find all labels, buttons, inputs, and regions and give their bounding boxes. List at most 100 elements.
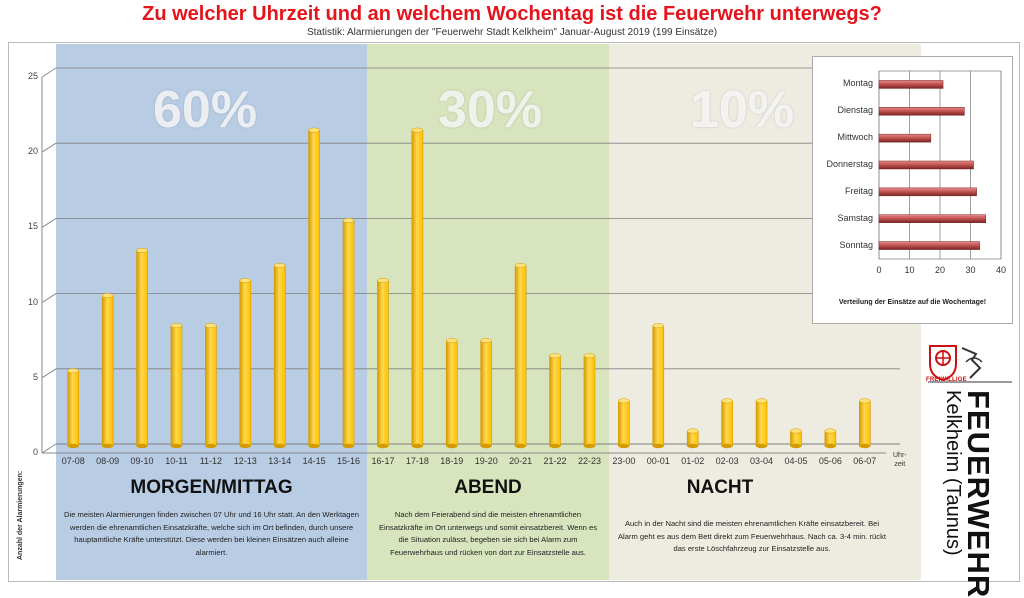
bar-20-21 [514, 265, 527, 447]
x-tick-label: 06-07 [853, 456, 877, 466]
bar-10-11 [170, 325, 183, 447]
logo-small-text: FREIWILLIGE [926, 377, 967, 383]
x-tick-label: 21-22 [543, 456, 567, 466]
bar-17-18 [411, 129, 424, 447]
bar-top-14-15 [308, 127, 320, 133]
weekday-label: Sonntag [839, 239, 873, 250]
coat-of-arms-icon [928, 345, 1012, 383]
x-tick-label: 17-18 [405, 456, 429, 466]
bar-base-19-20 [480, 443, 492, 449]
x-tick-label: 22-23 [577, 456, 601, 466]
bar-11-12 [205, 325, 217, 447]
weekday-bar-Samstag [878, 214, 986, 223]
x-tick-label: 07-08 [61, 456, 85, 466]
bar-base-11-12 [205, 443, 217, 449]
bar-base-12-13 [239, 443, 251, 449]
bar-base-13-14 [274, 443, 286, 449]
x-tick-label: 23-00 [612, 456, 636, 466]
bar-12-13 [239, 280, 252, 447]
bar-00-01 [652, 325, 665, 447]
bar-top-06-07 [859, 398, 871, 404]
logo-word-kelkheim: Kelkheim (Taunus) [942, 390, 964, 556]
bar-21-22 [549, 355, 561, 447]
bar-06-07 [858, 400, 871, 447]
bar-base-21-22 [549, 443, 561, 449]
x-tick-label: 02-03 [715, 456, 739, 466]
bar-base-05-06 [824, 443, 836, 449]
fire-brigade-logo: FEUERWEHR Kelkheim (Taunus) [922, 340, 1018, 598]
bar-top-04-05 [790, 428, 802, 434]
bar-02-03 [721, 400, 733, 447]
bar-top-13-14 [273, 263, 286, 268]
main-bar-chart [41, 67, 900, 454]
x-tick-label: 14-15 [302, 456, 326, 466]
section-text-night: Auch in der Nacht sind die meisten ehren… [617, 519, 886, 553]
y-tick-label: 5 [32, 371, 38, 382]
bar-top-15-16 [342, 217, 355, 223]
bar-base-18-19 [446, 443, 458, 449]
x-tick-label: 19-20 [474, 456, 498, 466]
section-title-morning: MORGEN/MITTAG [130, 477, 293, 498]
weekday-x-tick: 0 [876, 265, 882, 275]
bar-top-03-04 [755, 398, 768, 404]
x-tick-label: 04-05 [784, 456, 808, 466]
bar-19-20 [480, 340, 493, 447]
gridline-diag [41, 217, 57, 228]
section-title-evening: ABEND [454, 477, 522, 498]
chart-subtitle: Statistik: Alarmierungen der "Feuerwehr … [306, 27, 718, 38]
gridline-diag [41, 142, 57, 153]
section-text-morning: Die meisten Alarmierungen finden zwische… [64, 510, 359, 557]
gridline-diag [41, 443, 57, 454]
y-tick-label: 15 [27, 221, 38, 232]
bar-15-16 [342, 220, 355, 447]
y-tick-label: 20 [27, 146, 38, 157]
bar-08-09 [101, 295, 114, 447]
bar-base-07-08 [67, 443, 79, 449]
chart-title: Zu welcher Uhrzeit und an welchem Wochen… [142, 3, 882, 25]
section-text-evening: Nach dem Feierabend sind die meisten ehr… [378, 510, 598, 557]
bar-base-22-23 [583, 443, 595, 449]
bar-top-19-20 [480, 338, 492, 344]
x-tick-label: 08-09 [96, 456, 120, 466]
bar-base-17-18 [411, 443, 423, 449]
bar-base-16-17 [377, 443, 389, 449]
gridline-diag [41, 293, 57, 304]
bar-base-14-15 [308, 443, 320, 449]
percent-evening: 30% [438, 81, 543, 139]
bar-top-22-23 [583, 353, 596, 359]
bar-base-01-02 [687, 443, 699, 449]
y-tick-label: 0 [32, 447, 38, 457]
bar-22-23 [583, 355, 596, 447]
weekday-bar-Sonntag [878, 241, 980, 250]
weekday-bars [878, 70, 1002, 260]
y-tick-label: 25 [27, 71, 38, 81]
bar-base-02-03 [721, 443, 733, 449]
bar-base-20-21 [515, 443, 527, 449]
bar-top-17-18 [411, 127, 424, 133]
bar-top-05-06 [824, 428, 837, 434]
weekday-bar-Montag [878, 80, 944, 89]
bar-13-14 [273, 265, 286, 447]
weekday-x-tick: 30 [965, 265, 976, 275]
bar-top-09-10 [136, 248, 148, 253]
x-tick-label: 20-21 [509, 456, 533, 466]
x-tick-label: 10-11 [165, 456, 188, 466]
bar-top-21-22 [549, 353, 561, 359]
x-tick-label: 16-17 [371, 456, 395, 466]
bar-top-18-19 [446, 338, 458, 344]
x-tick-label: 03-04 [750, 456, 774, 466]
bar-base-06-07 [859, 443, 871, 449]
bar-23-00 [618, 400, 630, 447]
percent-morning: 60% [153, 81, 258, 139]
bar-base-15-16 [343, 443, 355, 449]
bar-top-11-12 [205, 323, 217, 329]
weekday-label: Samstag [837, 212, 873, 223]
bar-top-07-08 [67, 368, 79, 374]
section-title-night: NACHT [686, 477, 754, 498]
bar-top-00-01 [652, 323, 665, 329]
bar-base-10-11 [170, 443, 182, 449]
weekday-label: Freitag [844, 185, 873, 196]
weekday-label: Dienstag [837, 105, 873, 116]
bar-top-10-11 [170, 323, 183, 329]
bar-14-15 [308, 129, 320, 447]
